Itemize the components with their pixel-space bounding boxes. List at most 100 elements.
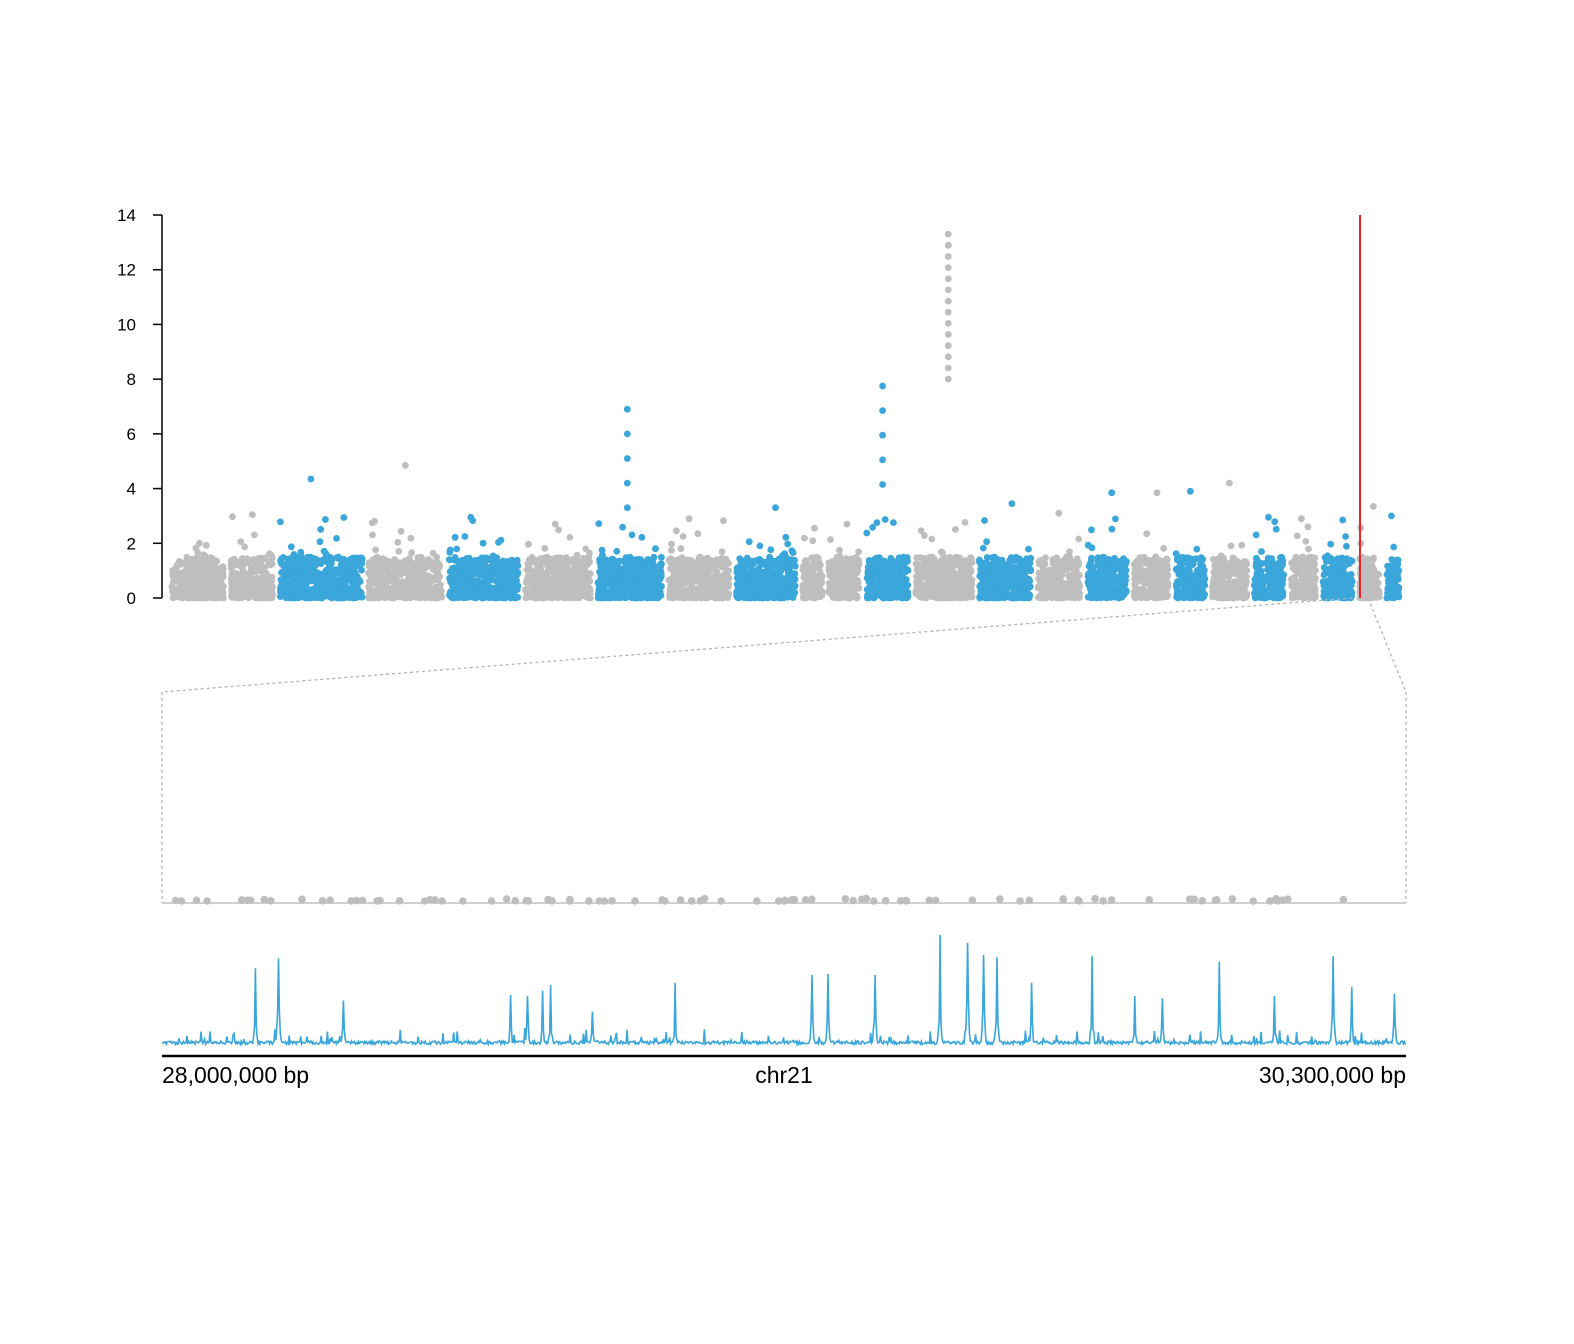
manhattan-point (392, 583, 400, 591)
manhattan-point (710, 577, 718, 585)
manhattan-point (983, 554, 991, 561)
manhattan-point (837, 584, 845, 591)
manhattan-peak-point (307, 475, 315, 483)
manhattan-point (509, 574, 517, 582)
manhattan-point (340, 514, 348, 521)
manhattan-point (937, 559, 944, 567)
manhattan-point (668, 547, 675, 554)
manhattan-point (478, 594, 486, 602)
manhattan-point (604, 590, 611, 598)
manhattan-point (261, 554, 269, 562)
manhattan-point (228, 558, 235, 566)
manhattan-point (427, 577, 435, 585)
manhattan-point (636, 593, 644, 601)
manhattan-point (724, 594, 732, 601)
manhattan-point (802, 574, 810, 582)
manhattan-point (946, 553, 954, 561)
manhattan-point (913, 577, 921, 584)
manhattan-point (402, 566, 410, 573)
manhattan-peak-point (944, 331, 952, 338)
manhattan-point (173, 569, 181, 577)
manhattan-point (428, 590, 435, 598)
manhattan-point (324, 578, 331, 585)
manhattan-point (405, 575, 412, 583)
manhattan-point (649, 581, 657, 589)
manhattan-point (313, 589, 321, 597)
manhattan-point (260, 575, 267, 583)
manhattan-peak-point (944, 264, 952, 271)
manhattan-point (408, 549, 415, 557)
manhattan-point (669, 575, 676, 583)
manhattan-point (967, 558, 975, 566)
manhattan-point (303, 585, 311, 593)
manhattan-point (566, 534, 574, 541)
manhattan-point (283, 564, 291, 572)
manhattan-point (985, 592, 993, 600)
manhattan-point (747, 570, 754, 577)
manhattan-point (811, 558, 819, 566)
manhattan-peak-point (843, 520, 851, 528)
manhattan-point (623, 591, 630, 598)
manhattan-point (638, 533, 646, 541)
manhattan-point (244, 558, 252, 565)
manhattan-point (863, 586, 871, 593)
manhattan-point (869, 571, 876, 579)
manhattan-point (369, 593, 376, 601)
manhattan-point (685, 563, 693, 571)
y-tick-label: 12 (117, 261, 136, 280)
chromosome-block (825, 520, 863, 602)
manhattan-point (502, 580, 510, 588)
manhattan-point (277, 588, 284, 596)
manhattan-point (967, 585, 975, 592)
manhattan-point (997, 592, 1005, 600)
manhattan-point (779, 552, 787, 559)
manhattan-point (475, 565, 482, 573)
manhattan-point (514, 585, 521, 593)
manhattan-point (635, 558, 643, 566)
manhattan-peak-point (944, 275, 952, 283)
manhattan-point (433, 573, 441, 581)
manhattan-point (371, 517, 378, 525)
manhattan-point (229, 579, 237, 587)
manhattan-point (768, 560, 776, 567)
manhattan-peak-point (196, 539, 203, 547)
manhattan-point (468, 592, 475, 600)
manhattan-point (1060, 580, 1068, 587)
manhattan-point (879, 580, 887, 588)
manhattan-point (676, 584, 684, 592)
manhattan-point (890, 519, 897, 526)
manhattan-point (928, 535, 936, 543)
manhattan-peak-point (944, 241, 952, 249)
manhattan-point (636, 586, 644, 594)
manhattan-point (451, 589, 459, 597)
manhattan-point (800, 594, 808, 602)
y-tick-label: 4 (127, 480, 136, 499)
manhattan-point (378, 563, 386, 571)
manhattan-point (333, 554, 341, 562)
manhattan-point (652, 593, 660, 600)
y-tick-label: 10 (117, 315, 136, 334)
manhattan-point (398, 578, 406, 585)
manhattan-point (504, 558, 512, 565)
manhattan-point (854, 577, 861, 584)
manhattan-peak-point (944, 353, 952, 361)
chromosome-block (277, 475, 366, 602)
manhattan-peak-point (944, 342, 952, 350)
manhattan-point (980, 565, 988, 573)
manhattan-point (990, 558, 998, 566)
manhattan-point (583, 593, 590, 601)
manhattan-point (657, 592, 665, 599)
manhattan-point (1015, 563, 1022, 571)
manhattan-point (305, 575, 313, 583)
manhattan-point (232, 592, 240, 600)
manhattan-point (881, 516, 889, 523)
manhattan-point (704, 589, 712, 596)
manhattan-point (390, 576, 398, 583)
manhattan-point (317, 525, 325, 533)
manhattan-point (802, 567, 810, 575)
manhattan-point (696, 553, 704, 561)
manhattan-point (845, 579, 853, 586)
manhattan-point (674, 572, 682, 580)
manhattan-point (965, 591, 972, 599)
